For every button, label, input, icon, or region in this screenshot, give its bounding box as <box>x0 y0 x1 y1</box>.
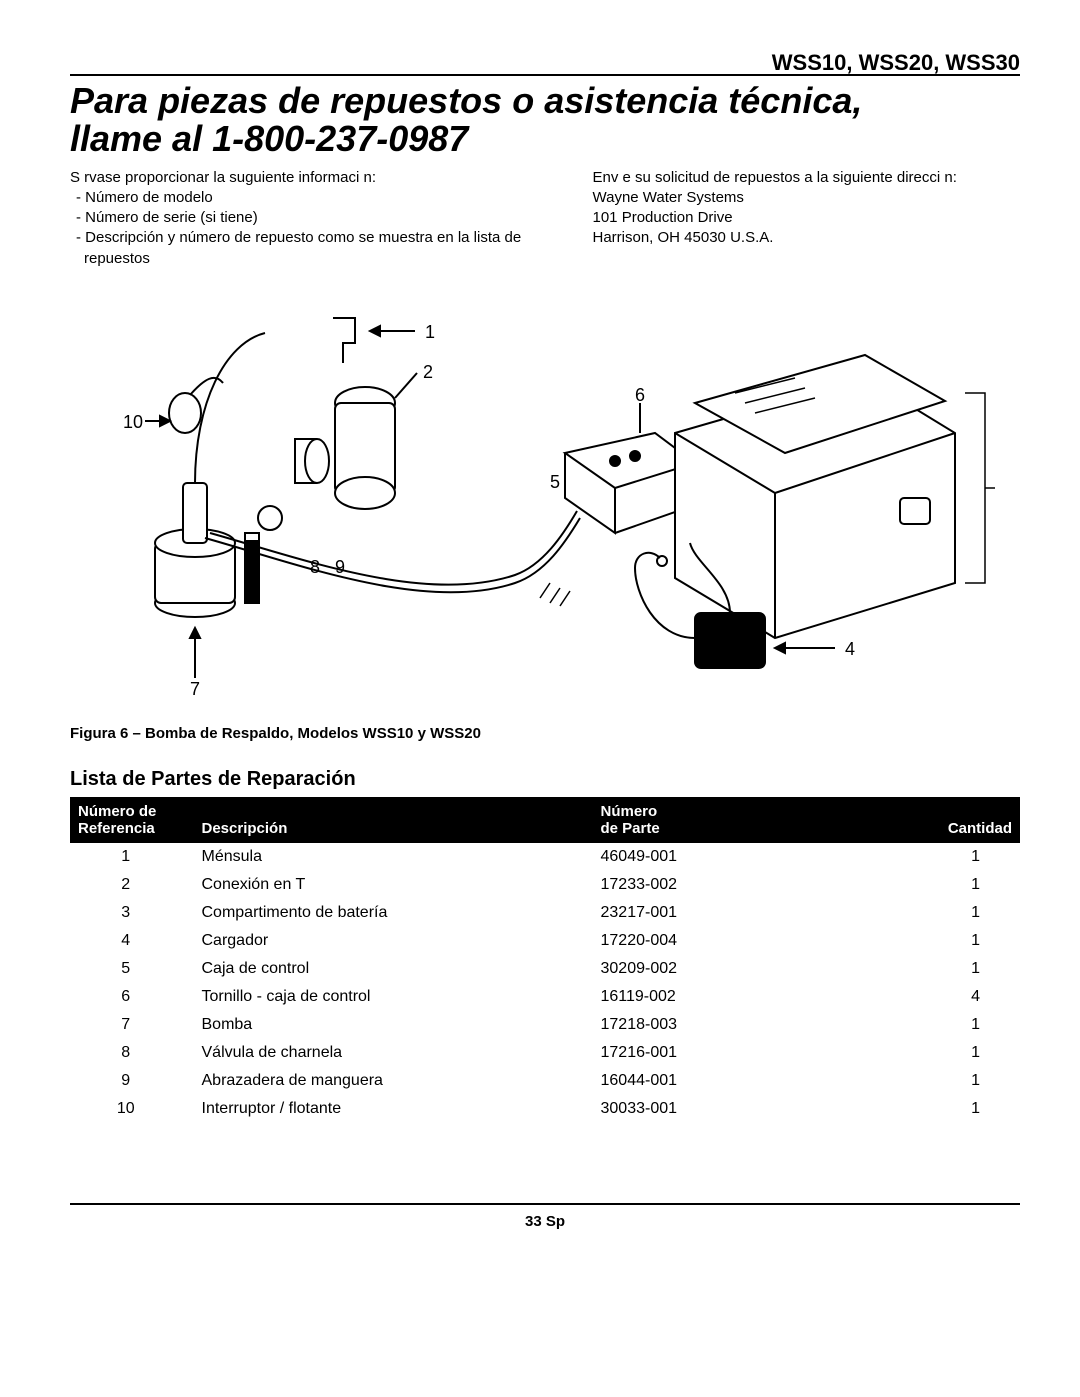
cell-qty: 1 <box>878 1095 1021 1123</box>
info-right: Env e su solicitud de repuestos a la sig… <box>593 168 1021 269</box>
table-row: 7Bomba17218-0031 <box>70 1011 1020 1039</box>
title-line-2: llame al 1-800-237-0987 <box>70 118 468 159</box>
callout-6: 6 <box>635 385 645 405</box>
parts-list-title: Lista de Partes de Reparación <box>70 768 1020 791</box>
cell-qty: 1 <box>878 871 1021 899</box>
cell-ref: 4 <box>70 927 194 955</box>
cell-ref: 7 <box>70 1011 194 1039</box>
callout-7: 7 <box>190 679 200 699</box>
cell-qty: 1 <box>878 927 1021 955</box>
callout-2: 2 <box>423 362 433 382</box>
cell-ref: 3 <box>70 899 194 927</box>
cell-ref: 6 <box>70 983 194 1011</box>
cell-qty: 4 <box>878 983 1021 1011</box>
info-right-line-1: Wayne Water Systems <box>593 188 1021 208</box>
col-ref-header: Número de Referencia <box>70 797 194 844</box>
cell-desc: Conexión en T <box>194 871 593 899</box>
col-desc-header: Descripción <box>194 797 593 844</box>
info-left-item-2: - Número de serie (si tiene) <box>70 208 573 228</box>
page: WSS10, WSS20, WSS30 Para piezas de repue… <box>0 0 1080 1397</box>
info-left-item-3: - Descripción y número de repuesto como … <box>70 228 573 269</box>
cell-qty: 1 <box>878 1039 1021 1067</box>
cell-ref: 8 <box>70 1039 194 1067</box>
cell-ref: 2 <box>70 871 194 899</box>
cell-qty: 1 <box>878 1067 1021 1095</box>
cell-part: 23217-001 <box>593 899 878 927</box>
cell-ref: 9 <box>70 1067 194 1095</box>
callout-5: 5 <box>550 472 560 492</box>
cell-part: 17220-004 <box>593 927 878 955</box>
cell-desc: Caja de control <box>194 955 593 983</box>
cell-ref: 1 <box>70 843 194 871</box>
parts-table-head: Número de Referencia Descripción Número … <box>70 797 1020 844</box>
col-qty-header: Cantidad <box>878 797 1021 844</box>
cell-part: 16119-002 <box>593 983 878 1011</box>
info-right-line-3: Harrison, OH 45030 U.S.A. <box>593 228 1021 248</box>
cell-part: 30033-001 <box>593 1095 878 1123</box>
cell-desc: Ménsula <box>194 843 593 871</box>
cell-part: 17233-002 <box>593 871 878 899</box>
cell-desc: Bomba <box>194 1011 593 1039</box>
cell-part: 30209-002 <box>593 955 878 983</box>
table-row: 1Ménsula46049-0011 <box>70 843 1020 871</box>
parts-diagram: 1 2 3 4 5 6 7 8 9 10 <box>95 283 995 703</box>
callout-4: 4 <box>845 639 855 659</box>
table-row: 6Tornillo - caja de control16119-0024 <box>70 983 1020 1011</box>
table-row: 5Caja de control30209-0021 <box>70 955 1020 983</box>
info-right-intro: Env e su solicitud de repuestos a la sig… <box>593 168 1021 188</box>
cell-part: 16044-001 <box>593 1067 878 1095</box>
model-numbers: WSS10, WSS20, WSS30 <box>772 50 1020 76</box>
parts-table: Número de Referencia Descripción Número … <box>70 797 1020 1124</box>
info-left: S rvase proporcionar la suguiente inform… <box>70 168 593 269</box>
callout-10: 10 <box>123 412 143 432</box>
cell-desc: Abrazadera de manguera <box>194 1067 593 1095</box>
header-rule: WSS10, WSS20, WSS30 <box>70 50 1020 76</box>
cell-qty: 1 <box>878 843 1021 871</box>
cell-desc: Válvula de charnela <box>194 1039 593 1067</box>
parts-table-body: 1Ménsula46049-00112Conexión en T17233-00… <box>70 843 1020 1123</box>
cell-desc: Compartimento de batería <box>194 899 593 927</box>
cell-desc: Interruptor / flotante <box>194 1095 593 1123</box>
diagram-container: 1 2 3 4 5 6 7 8 9 10 <box>70 283 1020 703</box>
page-number: 33 Sp <box>70 1213 1020 1230</box>
cell-ref: 5 <box>70 955 194 983</box>
table-row: 3Compartimento de batería23217-0011 <box>70 899 1020 927</box>
info-left-item-1: - Número de modelo <box>70 188 573 208</box>
info-right-line-2: 101 Production Drive <box>593 208 1021 228</box>
table-row: 10Interruptor / flotante30033-0011 <box>70 1095 1020 1123</box>
callout-1: 1 <box>425 322 435 342</box>
info-left-intro: S rvase proporcionar la suguiente inform… <box>70 168 573 188</box>
callout-9: 9 <box>335 557 345 577</box>
info-columns: S rvase proporcionar la suguiente inform… <box>70 168 1020 269</box>
figure-caption: Figura 6 – Bomba de Respaldo, Modelos WS… <box>70 725 1020 742</box>
table-row: 8Válvula de charnela17216-0011 <box>70 1039 1020 1067</box>
title-line-1: Para piezas de repuestos o asistencia té… <box>70 80 862 121</box>
callout-8: 8 <box>310 557 320 577</box>
col-part-header: Número de Parte <box>593 797 878 844</box>
cell-desc: Cargador <box>194 927 593 955</box>
cell-qty: 1 <box>878 899 1021 927</box>
cell-part: 17218-003 <box>593 1011 878 1039</box>
cell-part: 17216-001 <box>593 1039 878 1067</box>
table-row: 9Abrazadera de manguera16044-0011 <box>70 1067 1020 1095</box>
page-title: Para piezas de repuestos o asistencia té… <box>70 82 1020 158</box>
cell-part: 46049-001 <box>593 843 878 871</box>
cell-qty: 1 <box>878 955 1021 983</box>
cell-desc: Tornillo - caja de control <box>194 983 593 1011</box>
cell-qty: 1 <box>878 1011 1021 1039</box>
footer-rule <box>70 1203 1020 1205</box>
cell-ref: 10 <box>70 1095 194 1123</box>
table-row: 2Conexión en T17233-0021 <box>70 871 1020 899</box>
table-row: 4Cargador17220-0041 <box>70 927 1020 955</box>
